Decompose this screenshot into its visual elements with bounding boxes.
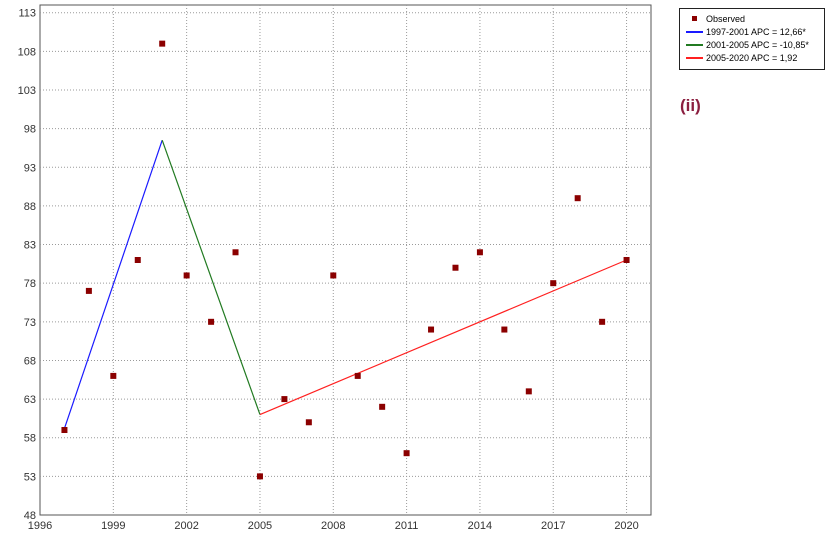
x-tick-label: 2020: [614, 520, 638, 532]
observed-point: [183, 272, 190, 279]
legend-label-observed: Observed: [706, 13, 746, 24]
legend: Observed 1997-2001 APC = 12,66* 2001-200…: [679, 8, 825, 70]
observed-points: [61, 40, 630, 480]
observed-point: [281, 396, 288, 403]
observed-point: [159, 40, 166, 47]
legend-label-segment-2: 2001-2005 APC = -10,85*: [706, 39, 809, 50]
x-tick-label: 2002: [174, 520, 198, 532]
observed-point: [61, 427, 68, 433]
observed-point: [403, 450, 410, 457]
y-tick-label: 68: [24, 355, 36, 367]
panel-label: (ii): [680, 96, 701, 115]
legend-item-observed: Observed: [684, 12, 820, 25]
legend-item-segment-3: 2005-2020 APC = 1,92: [684, 51, 820, 64]
y-tick-label: 113: [18, 8, 36, 20]
observed-point: [428, 326, 435, 333]
y-tick-label: 63: [24, 394, 36, 406]
line-icon: [684, 38, 706, 51]
y-tick-label: 53: [24, 471, 36, 483]
observed-point: [599, 318, 606, 325]
observed-point: [256, 473, 263, 480]
trend-segment-line: [259, 259, 627, 416]
x-tick-label: 2008: [321, 520, 345, 532]
x-tick-label: 2017: [541, 520, 565, 532]
x-tick-label: 2005: [248, 520, 272, 532]
y-tick-label: 73: [24, 317, 36, 329]
x-tick-label: 1996: [28, 520, 52, 532]
y-tick-label: 48: [24, 510, 36, 522]
y-tick-label: 93: [24, 162, 36, 174]
legend-item-segment-2: 2001-2005 APC = -10,85*: [684, 38, 820, 51]
observed-point: [330, 272, 337, 279]
observed-point: [232, 249, 239, 256]
observed-point: [85, 287, 92, 294]
observed-point: [525, 388, 532, 395]
observed-marker-icon: [684, 12, 706, 25]
trend-segment-line: [161, 140, 261, 415]
observed-point: [501, 326, 508, 333]
trend-segments: [63, 140, 627, 429]
trend-segment-line: [63, 140, 163, 429]
line-icon: [684, 51, 706, 64]
y-tick-label: 83: [24, 240, 36, 252]
observed-point: [574, 195, 581, 202]
y-tick-label: 58: [24, 433, 36, 445]
y-tick-label: 108: [18, 46, 36, 58]
y-tick-label: 78: [24, 278, 36, 290]
legend-label-segment-3: 2005-2020 APC = 1,92: [706, 52, 798, 63]
x-tick-label: 2011: [395, 520, 419, 532]
observed-point: [208, 318, 215, 325]
observed-point: [134, 257, 141, 263]
y-tick-label: 88: [24, 201, 36, 213]
plot-area: [39, 4, 652, 516]
observed-point: [623, 257, 630, 263]
observed-point: [452, 264, 459, 271]
line-icon: [684, 25, 706, 38]
y-tick-label: 98: [24, 124, 36, 136]
observed-point: [550, 280, 557, 287]
observed-point: [476, 249, 483, 256]
observed-point: [379, 403, 386, 410]
observed-point: [305, 419, 312, 426]
axis-tick-labels: 1996 1999 2002 2005 2008 2011 2014 2017 2020 48 53…: [18, 8, 639, 532]
legend-label-segment-1: 1997-2001 APC = 12,66*: [706, 26, 806, 37]
legend-item-segment-1: 1997-2001 APC = 12,66*: [684, 25, 820, 38]
x-tick-label: 2014: [468, 520, 492, 532]
observed-point: [354, 372, 361, 379]
y-tick-label: 103: [18, 85, 36, 97]
observed-point: [110, 372, 117, 379]
x-tick-label: 1999: [101, 520, 125, 532]
